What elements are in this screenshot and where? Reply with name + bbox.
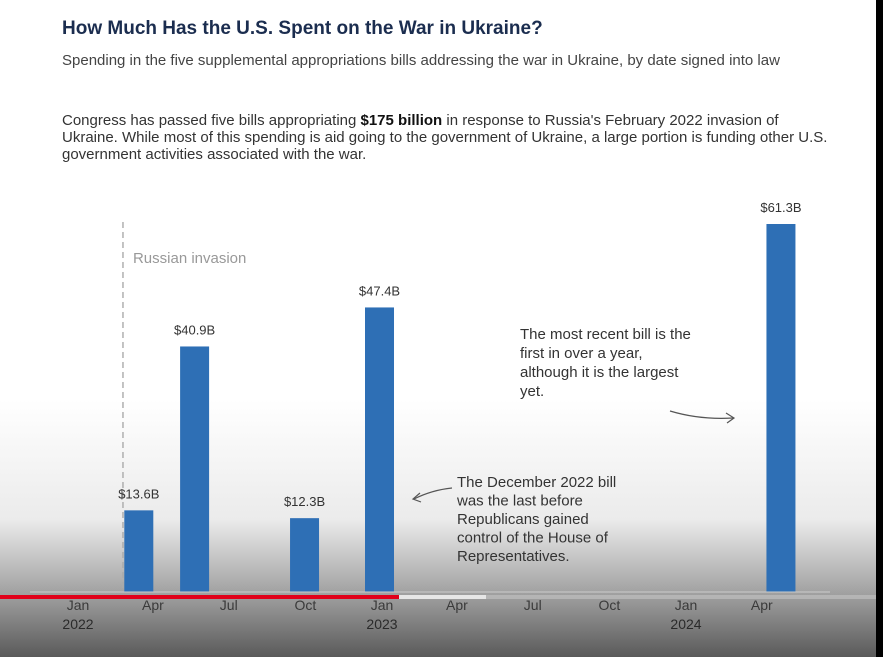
x-tick-label-0: Jan: [67, 597, 90, 613]
annotation-recent-bill: The most recent bill is the first in over…: [520, 326, 736, 424]
russian-invasion-label: Russian invasion: [133, 250, 246, 267]
annotation-recent-arrowhead: [725, 412, 736, 424]
annotation-dec-2022: The December 2022 bill was the last befor…: [411, 474, 616, 565]
bar-value-label-0: $13.6B: [118, 486, 159, 501]
annotation-recent-arrow: [669, 410, 734, 419]
x-tick-label-4: Jan: [371, 597, 394, 613]
x-tick-label-7: Oct: [598, 597, 620, 613]
bar-2: [290, 518, 320, 592]
x-tick-label-3: Oct: [294, 597, 316, 613]
bar-value-label-1: $40.9B: [174, 322, 215, 337]
x-tick-year-4: 2023: [366, 616, 397, 632]
intro-paragraph: Congress has passed five bills appropria…: [62, 112, 832, 163]
video-played-bar: [0, 595, 399, 599]
x-tick-label-8: Jan: [675, 597, 698, 613]
annotation-recent-line-3: yet.: [520, 383, 544, 400]
video-progress-bar[interactable]: [0, 595, 876, 599]
annotation-recent-line-2: although it is the largest: [520, 364, 679, 381]
annotation-dec-2022-line-2: Republicans gained: [457, 511, 589, 528]
x-tick-label-9: Apr: [751, 597, 773, 613]
bar-3: [365, 307, 395, 592]
x-tick-label-1: Apr: [142, 597, 164, 613]
x-tick-year-8: 2024: [670, 616, 701, 632]
bar-4: [766, 224, 796, 592]
annotation-dec-2022-arrowhead: [411, 492, 422, 503]
x-tick-year-0: 2022: [62, 616, 93, 632]
x-tick-label-2: Jul: [220, 597, 238, 613]
x-tick-label-5: Apr: [446, 597, 468, 613]
chart-subtitle: Spending in the five supplemental approp…: [62, 52, 780, 69]
bar-0: [124, 510, 154, 592]
intro-text-after: in response to Russia's February 2022 in…: [62, 112, 828, 163]
bar-value-label-2: $12.3B: [284, 494, 325, 509]
bar-value-label-3: $47.4B: [359, 283, 400, 298]
chart-title: How Much Has the U.S. Spent on the War i…: [62, 18, 543, 39]
annotation-dec-2022-line-3: control of the House of: [457, 530, 609, 547]
annotation-dec-2022-line-1: was the last before: [456, 493, 583, 510]
intro-text-before: Congress has passed five bills appropria…: [62, 112, 361, 129]
x-tick-label-6: Jul: [524, 597, 542, 613]
intro-total-amount: $175 billion: [360, 112, 443, 129]
annotation-dec-2022-line-4: Representatives.: [457, 548, 570, 565]
bar-value-label-4: $61.3B: [760, 200, 801, 215]
annotation-dec-2022-line-0: The December 2022 bill: [457, 474, 616, 491]
annotation-dec-2022-arrow: [413, 487, 453, 500]
annotation-recent-line-0: The most recent bill is the: [520, 326, 691, 343]
annotation-recent-line-1: first in over a year,: [520, 345, 643, 362]
bar-1: [180, 346, 210, 592]
